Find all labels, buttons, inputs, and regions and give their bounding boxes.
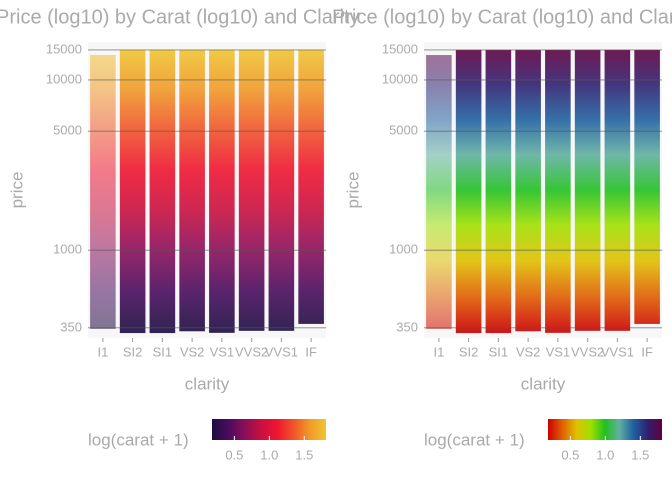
x-tick-label: SI2 xyxy=(459,344,479,359)
point-cloud xyxy=(119,49,146,334)
y-tick-label: 1000 xyxy=(53,242,82,257)
legend-title: log(carat + 1) xyxy=(424,430,525,449)
x-tick-label: VS1 xyxy=(546,344,571,359)
colorbar-tick-label: 1.0 xyxy=(260,447,278,462)
y-tick-label: 1000 xyxy=(389,242,418,257)
x-tick-label: VVS2 xyxy=(571,344,604,359)
point-cloud xyxy=(426,55,452,329)
x-tick-label: VVS2 xyxy=(235,344,268,359)
y-tick-label: 15000 xyxy=(382,41,418,56)
y-tick-label: 10000 xyxy=(382,71,418,86)
x-axis-label: clarity xyxy=(185,374,230,393)
colorbar-tick-label: 1.5 xyxy=(295,447,313,462)
point-cloud xyxy=(455,49,482,334)
y-tick-label: 10000 xyxy=(46,71,82,86)
x-tick-label: IF xyxy=(641,344,653,359)
chart-title: Price (log10) by Carat (log10) and Clari… xyxy=(332,6,672,28)
colorbar-tick-label: 0.5 xyxy=(561,447,579,462)
x-tick-label: VS2 xyxy=(516,344,541,359)
x-tick-label: VVS1 xyxy=(265,344,298,359)
point-cloud xyxy=(574,49,601,331)
y-axis-label: price xyxy=(7,172,26,209)
y-tick-label: 350 xyxy=(60,319,82,334)
x-tick-label: VS2 xyxy=(180,344,205,359)
colorbar-tick-label: 0.5 xyxy=(225,447,243,462)
x-tick-label: VS1 xyxy=(210,344,235,359)
x-tick-label: SI1 xyxy=(489,344,509,359)
y-axis-label: price xyxy=(343,172,362,209)
y-tick-label: 5000 xyxy=(389,123,418,138)
point-cloud xyxy=(149,49,176,334)
point-cloud xyxy=(604,49,631,331)
point-cloud xyxy=(485,49,512,334)
x-tick-label: I1 xyxy=(433,344,444,359)
point-cloud xyxy=(515,49,541,332)
colorbar-tick-label: 1.0 xyxy=(596,447,614,462)
point-cloud xyxy=(209,49,235,333)
y-tick-label: 350 xyxy=(396,319,418,334)
legend-title: log(carat + 1) xyxy=(88,430,189,449)
colorbar xyxy=(548,419,662,440)
point-cloud xyxy=(238,49,265,331)
x-tick-label: IF xyxy=(305,344,317,359)
x-tick-label: I1 xyxy=(97,344,108,359)
colorbar xyxy=(212,419,326,440)
point-cloud xyxy=(268,49,295,331)
point-cloud xyxy=(90,55,116,329)
y-tick-label: 15000 xyxy=(46,41,82,56)
x-tick-label: SI2 xyxy=(123,344,143,359)
x-tick-label: SI1 xyxy=(153,344,173,359)
colorbar-tick-label: 1.5 xyxy=(631,447,649,462)
x-axis-label: clarity xyxy=(521,374,566,393)
chart-title: Price (log10) by Carat (log10) and Clari… xyxy=(0,6,360,28)
point-cloud xyxy=(179,49,205,332)
point-cloud xyxy=(545,49,571,333)
y-tick-label: 5000 xyxy=(53,123,82,138)
point-cloud xyxy=(298,49,324,324)
x-tick-label: VVS1 xyxy=(601,344,634,359)
point-cloud xyxy=(634,49,660,324)
